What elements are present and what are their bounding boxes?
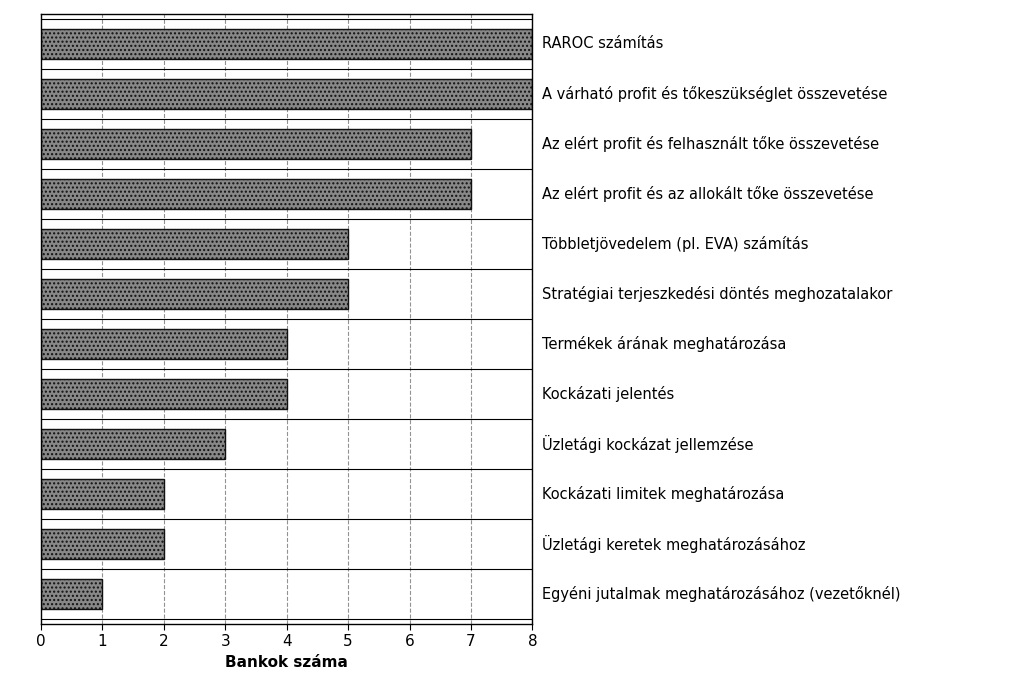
Bar	[41, 279, 348, 309]
Bar	[41, 429, 225, 459]
Bar	[41, 579, 102, 608]
Text: A várható profit és tőkeszükséglet összevetése: A várható profit és tőkeszükséglet össze…	[543, 86, 888, 102]
X-axis label: Bankok száma: Bankok száma	[225, 655, 348, 669]
Text: Az elért profit és felhasznált tőke összevetése: Az elért profit és felhasznált tőke össz…	[543, 136, 880, 152]
Text: Kockázati limitek meghatározása: Kockázati limitek meghatározása	[543, 486, 784, 502]
Text: Kockázati jelentés: Kockázati jelentés	[543, 386, 675, 402]
Bar	[41, 179, 471, 209]
Text: Egyéni jutalmak meghatározásához (vezetőknél): Egyéni jutalmak meghatározásához (vezető…	[543, 586, 901, 602]
Bar	[41, 328, 287, 359]
Bar	[41, 229, 348, 258]
Text: Üzletági keretek meghatározásához: Üzletági keretek meghatározásához	[543, 535, 806, 553]
Bar	[41, 129, 471, 159]
Text: Az elért profit és az allokált tőke összevetése: Az elért profit és az allokált tőke össz…	[543, 186, 873, 202]
Bar	[41, 379, 287, 409]
Bar	[41, 529, 164, 559]
Text: Üzletági kockázat jellemzése: Üzletági kockázat jellemzése	[543, 435, 754, 453]
Bar	[41, 479, 164, 509]
Bar	[41, 29, 532, 59]
Text: Többletjövedelem (pl. EVA) számítás: Többletjövedelem (pl. EVA) számítás	[543, 236, 809, 252]
Text: Stratégiai terjeszkedési döntés meghozatalakor: Stratégiai terjeszkedési döntés meghozat…	[543, 286, 893, 301]
Text: Termékek árának meghatározása: Termékek árának meghatározása	[543, 336, 786, 352]
Bar	[41, 79, 532, 109]
Text: RAROC számítás: RAROC számítás	[543, 36, 664, 51]
